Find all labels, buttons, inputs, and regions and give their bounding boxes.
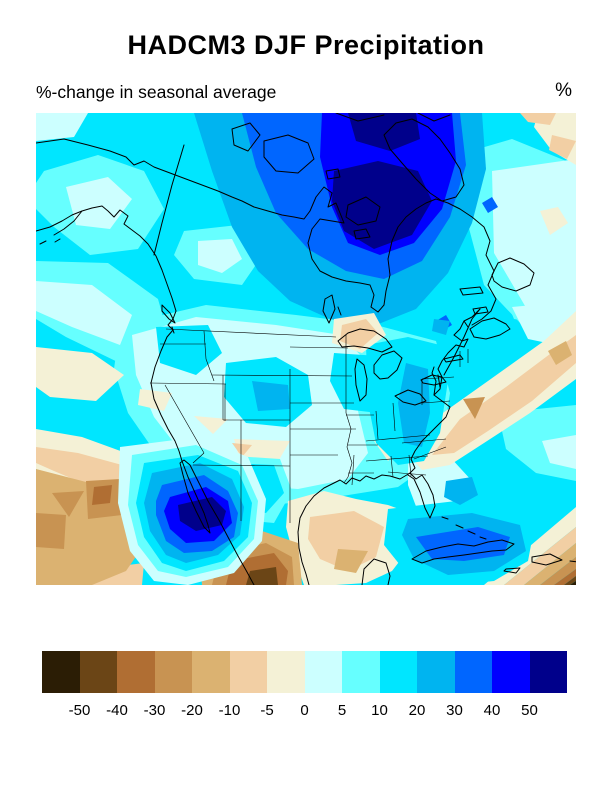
subtitle: %-change in seasonal average [36, 82, 277, 102]
colorbar-segment [529, 651, 567, 693]
colorbar-ticks: -50 -40 -30 -20 -10 -5 0 5 10 20 30 40 50 [42, 702, 567, 722]
colorbar-tick-label: 30 [446, 702, 463, 719]
colorbar-segment [379, 651, 417, 693]
colorbar-tick-label: 5 [337, 702, 347, 719]
colorbar-segment [42, 651, 80, 693]
colorbar-segment [79, 651, 117, 693]
colorbar-segment [454, 651, 492, 693]
colorbar-tick-label: -50 [68, 702, 91, 719]
colorbar [42, 651, 567, 693]
precip-map [35, 112, 579, 586]
colorbar-tick-label: 20 [408, 702, 426, 719]
colorbar-segment [192, 651, 230, 693]
units-label: % [555, 80, 572, 101]
colorbar-segment [229, 651, 267, 693]
colorbar-segment [154, 651, 192, 693]
colorbar-segment [267, 651, 305, 693]
coastlines [35, 112, 579, 586]
colorbar-tick-label: 40 [483, 702, 501, 719]
colorbar-tick-label: 0 [300, 702, 309, 719]
colorbar-tick-label: 50 [521, 702, 538, 719]
colorbar-segment [342, 651, 380, 693]
state-borders [149, 328, 469, 523]
colorbar-tick-label: 10 [371, 702, 388, 719]
map-canvas [35, 112, 579, 586]
anomaly-regions [36, 113, 576, 585]
colorbar-segment [304, 651, 342, 693]
colorbar-segment [117, 651, 155, 693]
colorbar-segment [417, 651, 455, 693]
colorbar-tick-label: -5 [260, 702, 274, 719]
colorbar-segment [492, 651, 530, 693]
colorbar-tick-label: -30 [143, 702, 166, 719]
page-title: HADCM3 DJF Precipitation [127, 30, 485, 60]
colorbar-tick-label: -20 [181, 702, 203, 719]
colorbar-tick-label: -40 [106, 702, 128, 719]
colorbar-tick-label: -10 [218, 702, 241, 719]
